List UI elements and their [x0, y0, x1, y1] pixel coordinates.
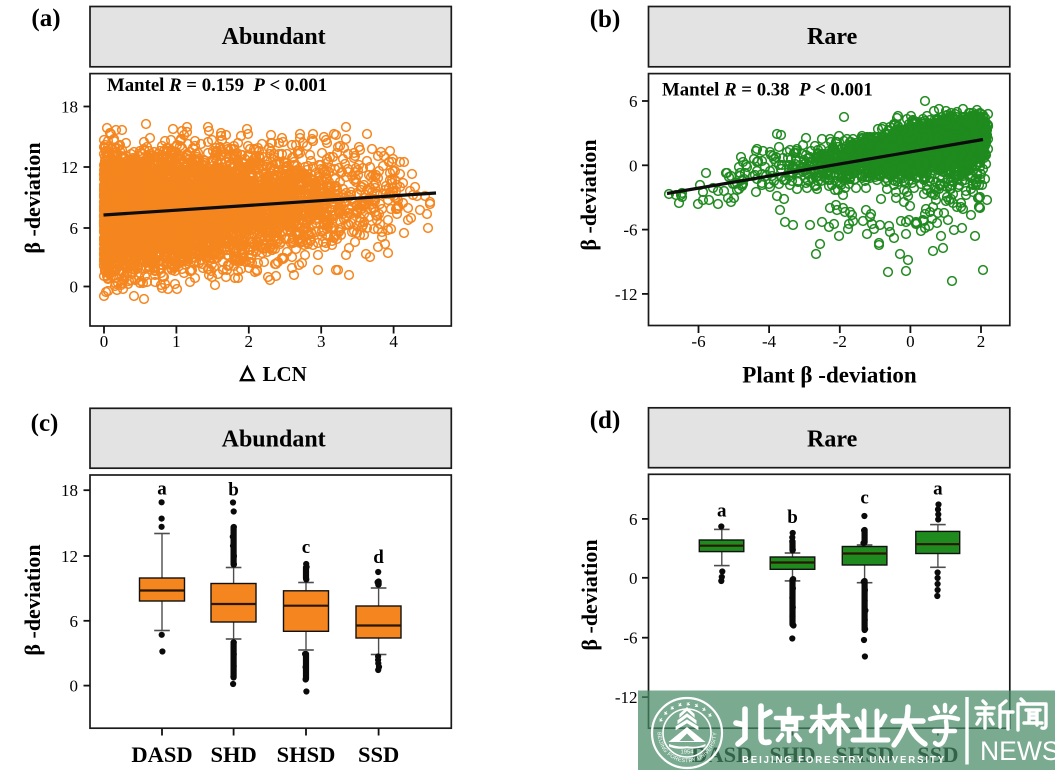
svg-text:(a): (a) — [31, 5, 60, 32]
